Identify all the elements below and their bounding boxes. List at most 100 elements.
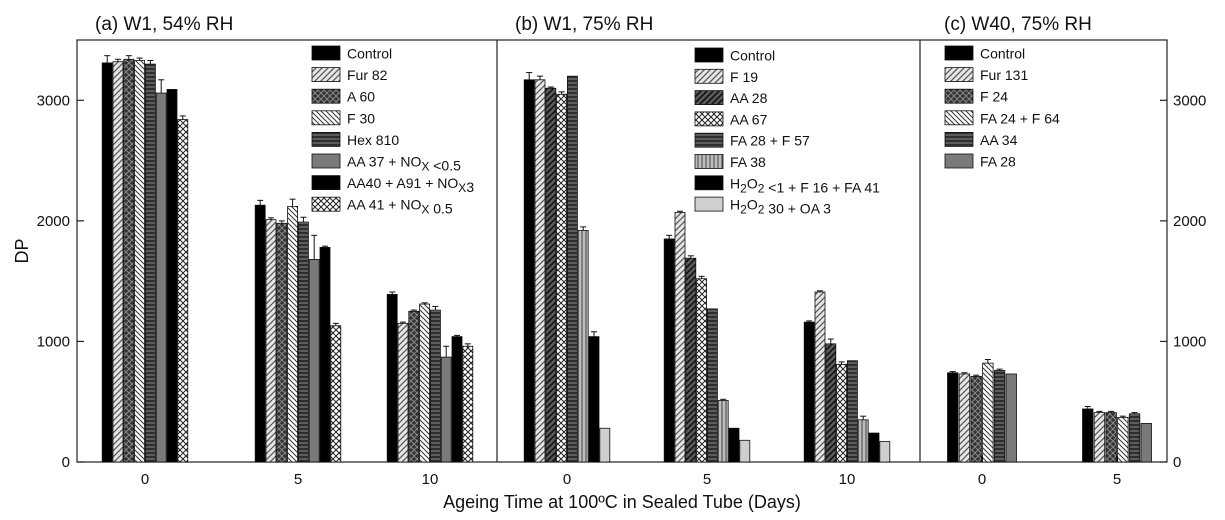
legend-label: AA 67	[730, 111, 768, 127]
bar	[696, 278, 707, 463]
bar	[739, 439, 751, 463]
bar	[556, 93, 567, 463]
bar	[588, 336, 600, 463]
legend-swatch	[311, 131, 341, 147]
bar	[803, 321, 815, 463]
bar	[386, 294, 398, 463]
bar	[836, 363, 847, 463]
bar	[397, 322, 409, 463]
bar	[567, 75, 578, 463]
legend-label: FA 28	[980, 154, 1016, 170]
panel-title: (b) W1, 75% RH	[515, 14, 653, 35]
bar	[685, 257, 697, 463]
bar	[958, 373, 971, 463]
legend-swatch	[944, 67, 974, 82]
legend-swatch	[311, 196, 341, 212]
x-tick-label: 0	[978, 471, 986, 488]
y-tick-label-right: 0	[1173, 454, 1181, 471]
legend-label: AA 28	[730, 90, 768, 106]
legend-label: F 30	[347, 110, 375, 126]
bar	[1082, 408, 1094, 463]
legend-label: Control	[980, 46, 1025, 62]
x-tick-label: 10	[422, 471, 439, 488]
y-tick-label: 2000	[37, 213, 70, 230]
legend-label: FA 28 + F 57	[730, 133, 810, 149]
bar	[177, 119, 189, 463]
legend-swatch	[944, 131, 974, 147]
legend-swatch	[694, 90, 724, 105]
bar	[577, 230, 589, 463]
panel-title: (c) W40, 75% RH	[944, 14, 1092, 35]
legend-swatch	[944, 45, 974, 61]
y-tick-label-right: 1000	[1173, 333, 1206, 350]
legend-swatch	[944, 153, 974, 169]
bar	[319, 246, 331, 463]
legend-label: FA 38	[730, 154, 766, 170]
bar	[1093, 412, 1106, 463]
x-tick-label: 5	[703, 471, 711, 488]
y-axis-label: DP	[12, 238, 32, 263]
legend-label: H2O2 30 + OA 3	[730, 197, 831, 217]
legend-label: H2O2 <1 + F 16 + FA 41	[730, 175, 880, 195]
legend-swatch	[694, 68, 724, 84]
bar	[123, 58, 135, 463]
x-tick-label: 0	[563, 471, 571, 488]
bar	[265, 219, 277, 463]
bar	[462, 345, 474, 463]
legend-label: F 24	[980, 89, 1008, 105]
legend-swatch	[944, 88, 974, 104]
bar	[101, 62, 113, 463]
bar	[308, 259, 320, 463]
bar	[814, 291, 826, 463]
bar	[970, 375, 982, 463]
legend-swatch	[311, 175, 341, 191]
legend-label: Hex 810	[347, 132, 399, 148]
bar	[663, 238, 675, 463]
bar	[993, 369, 1006, 463]
bar	[254, 204, 266, 463]
bar	[451, 336, 463, 463]
legend-label: Control	[347, 46, 392, 62]
bar	[1005, 373, 1017, 463]
bar	[717, 400, 729, 463]
bar	[707, 308, 718, 463]
bar	[728, 427, 740, 463]
legend-label: AA 41 + NOX 0.5	[347, 197, 453, 217]
bar	[440, 356, 452, 463]
legend-label: Control	[730, 48, 775, 64]
y-tick-label: 3000	[37, 92, 70, 109]
bar	[155, 92, 167, 463]
bar	[868, 432, 880, 463]
bar	[287, 205, 299, 463]
bar	[599, 427, 611, 463]
bar	[879, 441, 891, 463]
x-tick-label: 5	[1113, 471, 1121, 488]
bar	[1128, 413, 1141, 463]
bar	[408, 310, 420, 463]
bar	[429, 309, 441, 463]
x-tick-label: 0	[141, 471, 149, 488]
bar	[419, 303, 431, 463]
legend-swatch	[311, 110, 341, 126]
bar	[982, 362, 994, 463]
y-tick-label: 1000	[37, 333, 70, 350]
bar	[523, 79, 535, 463]
bar	[297, 221, 309, 463]
legend-label: AA 34	[980, 132, 1018, 148]
legend-swatch	[311, 153, 341, 169]
bar	[112, 61, 124, 463]
y-tick-label-right: 2000	[1173, 213, 1206, 230]
panel-title: (a) W1, 54% RH	[95, 14, 233, 35]
legend-label: Fur 82	[347, 67, 388, 83]
bar	[825, 343, 837, 463]
legend-label: AA 37 + NOX <0.5	[347, 154, 461, 174]
y-tick-label-right: 3000	[1173, 92, 1206, 109]
legend-swatch	[694, 154, 724, 169]
bar	[1105, 412, 1117, 463]
bar	[1140, 423, 1152, 463]
legend-swatch	[311, 45, 341, 61]
legend-swatch	[311, 67, 341, 82]
legend-swatch	[694, 175, 724, 191]
legend-label: AA40 + A91 + NOX3	[347, 175, 474, 195]
